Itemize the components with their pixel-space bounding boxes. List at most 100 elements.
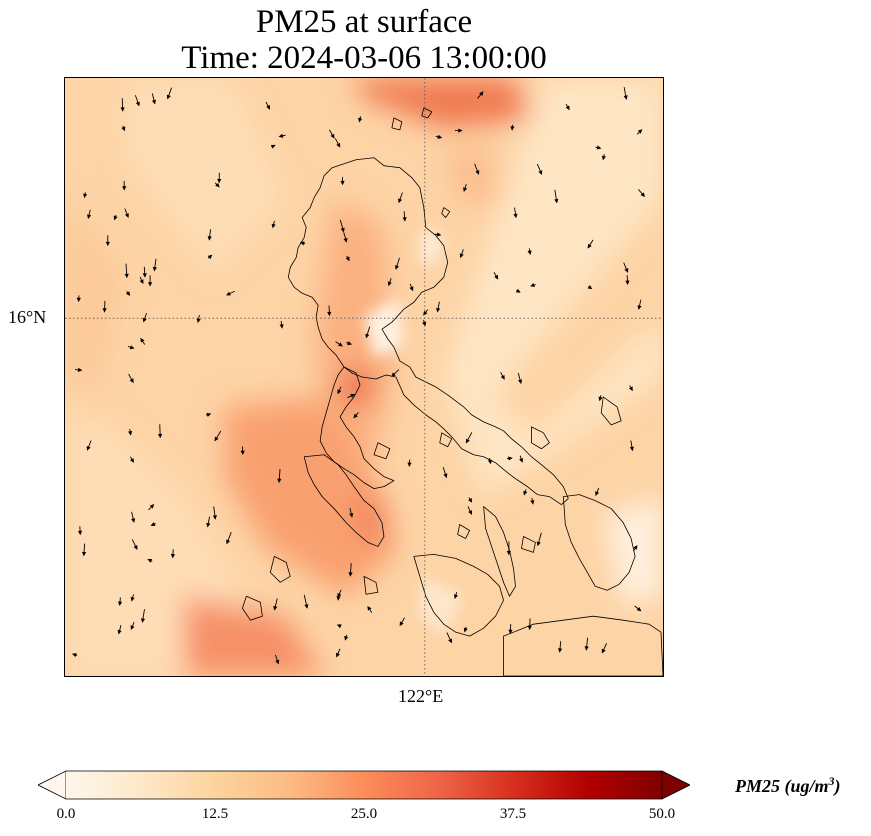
- wind-arrow-head: [124, 273, 129, 279]
- wind-arrow-head: [266, 104, 271, 110]
- wind-arrow-head: [367, 605, 372, 611]
- wind-arrow-head: [117, 601, 123, 607]
- wind-arrow-head: [299, 241, 305, 246]
- colorbar-tick-label: 12.5: [201, 806, 229, 822]
- wind-arrow-head: [102, 308, 107, 313]
- longitude-label: 122°E: [398, 686, 444, 706]
- luzon-coastline: [287, 157, 569, 505]
- wind-arrow-head: [226, 539, 231, 545]
- colorbar-label: PM25 (ug/m3): [735, 774, 841, 796]
- wind-arrow-head: [587, 243, 592, 249]
- wind-arrow-head: [391, 372, 396, 377]
- wind-arrow-head: [86, 445, 91, 451]
- wind-arrow-head: [327, 311, 332, 317]
- wind-arrow-head: [142, 273, 147, 278]
- wind-arrow-head: [459, 253, 464, 259]
- wind-arrow-head: [640, 192, 646, 198]
- wind-arrow-head: [538, 170, 543, 176]
- wind-arrow-head: [149, 504, 155, 509]
- wind-arrow-head: [128, 430, 133, 436]
- wind-arrow-head: [196, 318, 201, 324]
- wind-arrow-head: [494, 274, 499, 280]
- wind-arrow-head: [166, 94, 171, 100]
- wind-arrow-head: [207, 254, 213, 260]
- wind-arrow-head: [443, 473, 448, 479]
- wind-arrow-head: [124, 213, 129, 219]
- wind-arrow-head: [130, 596, 135, 602]
- wind-arrow-head: [158, 433, 163, 439]
- wind-arrow-head: [278, 133, 284, 138]
- mindoro-coastline: [303, 454, 385, 547]
- wind-arrow-head: [468, 510, 472, 515]
- wind-arrow-head: [350, 394, 356, 398]
- wind-arrow-head: [519, 458, 524, 463]
- wind-arrow-head: [510, 126, 515, 131]
- colorbar-tick-label: 37.5: [499, 806, 527, 822]
- wind-arrow-head: [468, 497, 473, 503]
- wind-arrow-head: [387, 281, 392, 287]
- wind-arrow-head: [330, 133, 335, 139]
- wind-arrow-head: [215, 182, 220, 188]
- wind-arrow-head: [271, 223, 276, 229]
- mindanao-coastline: [503, 615, 663, 676]
- wind-arrow-head: [129, 458, 134, 463]
- wind-arrow-head: [601, 155, 606, 161]
- wind-arrow-head: [409, 286, 414, 292]
- wind-arrow-head: [135, 101, 140, 107]
- wind-arrow-head: [436, 307, 441, 313]
- wind-arrow-head: [453, 594, 458, 600]
- wind-arrow-head: [508, 456, 513, 461]
- wind-arrow-head: [584, 646, 589, 651]
- wind-arrow-head: [399, 621, 404, 627]
- wind-arrow-head: [170, 553, 176, 559]
- wind-arrow-head: [624, 268, 629, 273]
- wind-arrow-head: [365, 333, 370, 339]
- wind-arrow-head: [151, 99, 157, 105]
- colorbar-tick-label: 25.0: [350, 806, 378, 822]
- wind-arrow-head: [117, 629, 122, 635]
- wind-arrow-head: [113, 215, 118, 221]
- wind-arrow-head: [212, 515, 217, 520]
- wind-arrow-head: [150, 522, 156, 526]
- wind-arrow-head: [633, 545, 638, 550]
- wind-arrow-head: [348, 572, 353, 577]
- map-panel: [64, 77, 664, 677]
- wind-arrow-head: [479, 91, 484, 96]
- wind-vectors: [71, 86, 646, 665]
- wind-arrow-head: [83, 193, 88, 199]
- wind-arrow-head: [240, 450, 245, 456]
- wind-arrow-head: [402, 217, 407, 222]
- wind-arrow-head: [122, 186, 127, 191]
- wind-arrow-head: [595, 491, 600, 497]
- map-title: PM25 at surface: [255, 4, 473, 40]
- wind-arrow-head: [398, 198, 403, 204]
- wind-arrow-head: [530, 500, 535, 505]
- wind-arrow-head: [515, 288, 521, 293]
- wind-arrow-head: [523, 490, 528, 496]
- wind-arrow-head: [536, 541, 541, 547]
- wind-arrow-head: [206, 522, 211, 528]
- wind-arrow-head: [636, 606, 642, 612]
- wind-arrow-head: [422, 321, 427, 327]
- wind-arrow-head: [436, 232, 442, 237]
- samar-leyte-coastline: [562, 494, 636, 591]
- colorbar-tick-label: 50.0: [648, 806, 676, 822]
- wind-arrow-head: [140, 337, 145, 343]
- wind-arrow-head: [125, 291, 131, 296]
- wind-arrow-head: [206, 412, 212, 417]
- wind-arrow-head: [518, 379, 523, 385]
- wind-arrow-head: [344, 636, 349, 641]
- manila-bay-coast: [319, 366, 395, 490]
- wind-arrow-head: [336, 652, 340, 658]
- wind-arrow-head: [270, 144, 276, 149]
- wind-arrow-head: [527, 250, 532, 256]
- wind-arrow-head: [623, 95, 628, 100]
- wind-arrow-head: [598, 396, 603, 402]
- wind-arrow-head: [437, 134, 443, 139]
- map-subtitle-time: Time: 2024-03-06 13:00:00: [181, 40, 547, 76]
- wind-arrow-head: [152, 266, 157, 272]
- colorbar-tick-label: 0.0: [56, 806, 76, 822]
- wind-arrow-head: [129, 345, 135, 350]
- negros-cebu-coastline: [483, 506, 516, 597]
- wind-arrow-head: [121, 126, 126, 132]
